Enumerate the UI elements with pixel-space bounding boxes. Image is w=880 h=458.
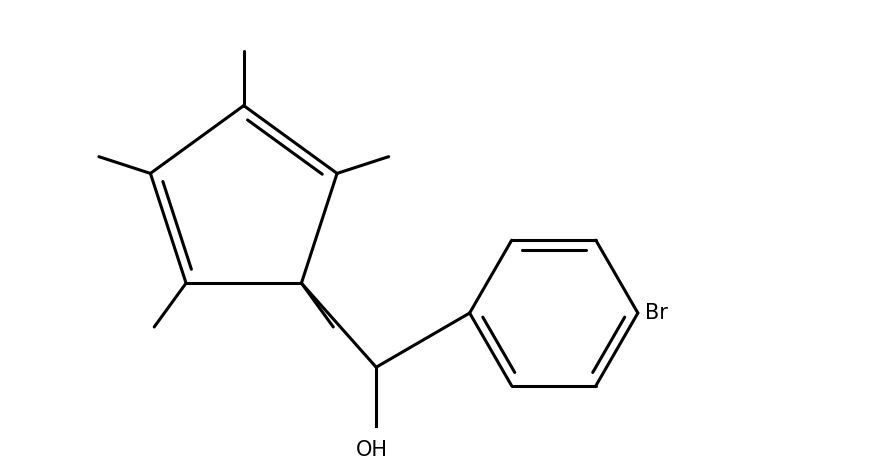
Text: Br: Br bbox=[645, 303, 668, 323]
Text: OH: OH bbox=[356, 440, 387, 458]
